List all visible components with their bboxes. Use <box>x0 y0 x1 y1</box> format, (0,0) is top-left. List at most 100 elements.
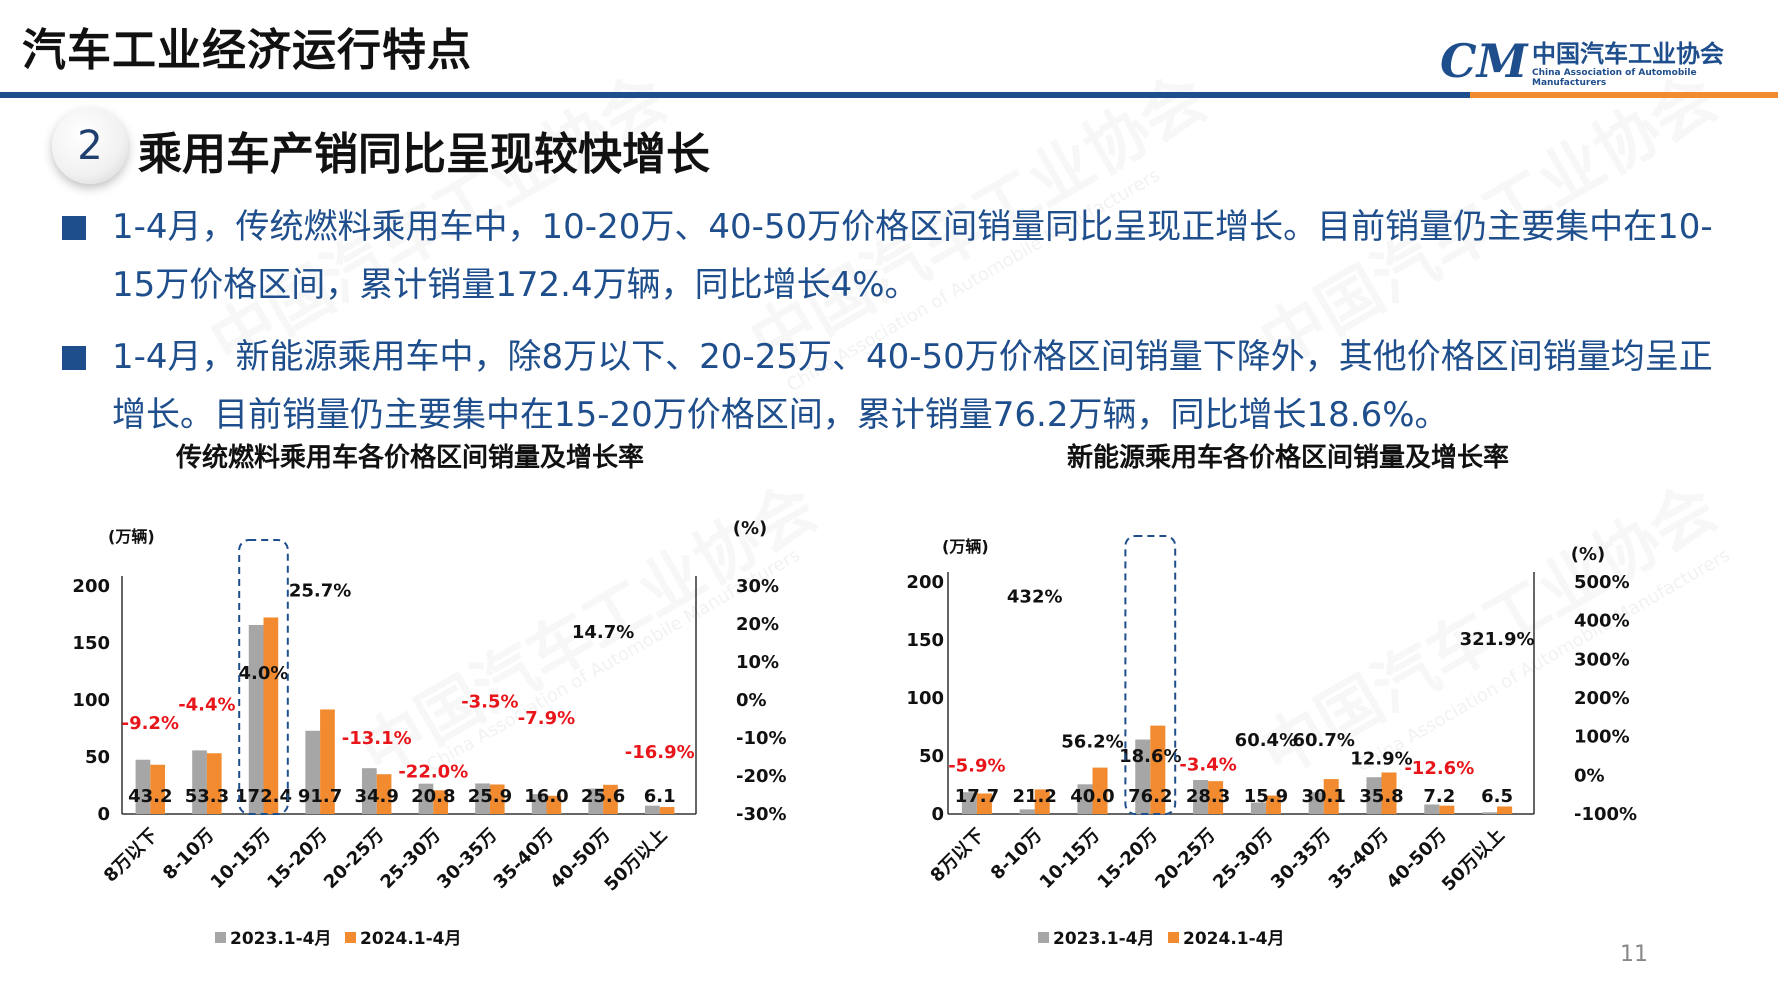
y-tick-label: 150 <box>906 630 944 651</box>
logo-name-en: China Association of Automobile Manufact… <box>1532 68 1697 88</box>
bar-2023 <box>1482 812 1498 814</box>
bullet-text: 1-4月，传统燃料乘用车中，10-20万、40-50万价格区间销量同比呈现正增长… <box>112 207 1713 305</box>
chart-title: 新能源乘用车各价格区间销量及增长率 <box>1067 442 1509 473</box>
x-tick-label: 25-30万 <box>1209 825 1277 893</box>
bar-value-label: 35.8 <box>1359 786 1403 807</box>
bar-2023 <box>1250 802 1266 814</box>
bar-2023 <box>1135 739 1151 814</box>
y2-tick-label: 0% <box>736 690 767 711</box>
y2-tick-label: 300% <box>1574 649 1630 670</box>
bar-2024 <box>263 617 279 814</box>
bar-2024 <box>1381 772 1397 814</box>
chart-traditional-fuel: 传统燃料乘用车各价格区间销量及增长率 (万辆) (%) 200 150 100 50 0 30%… <box>72 442 786 949</box>
bar-2024 <box>206 753 222 814</box>
x-tick-label: 10-15万 <box>207 825 275 893</box>
bar-value-label: 40.0 <box>1070 786 1114 807</box>
growth-rate-label: 432% <box>1007 586 1063 607</box>
growth-rate-label: 18.6% <box>1119 746 1181 767</box>
legend-swatch-2024 <box>1168 932 1179 943</box>
y2-tick-label: -20% <box>736 766 787 787</box>
y2-tick-label: 30% <box>736 576 779 597</box>
bar-value-label: 28.3 <box>1186 786 1230 807</box>
bar-2023 <box>135 759 151 814</box>
logo-mark: CM <box>1440 34 1528 88</box>
header-divider <box>0 92 1778 98</box>
legend-label-2024: 2024.1-4月 <box>360 929 462 949</box>
bar-2023 <box>361 768 377 814</box>
logo: CM 中国汽车工业协会 China Association of Automob… <box>1440 30 1770 88</box>
bar-2024 <box>1323 779 1339 814</box>
growth-rate-label: -3.4% <box>1179 755 1236 776</box>
y2-tick-label: 500% <box>1574 572 1630 593</box>
y2-tick-label: 20% <box>736 614 779 635</box>
bar-2023 <box>1193 780 1209 814</box>
y2-tick-label: 200% <box>1574 688 1630 709</box>
legend-swatch-2024 <box>345 932 356 943</box>
bar-2023 <box>475 783 490 814</box>
header-divider-accent <box>1470 92 1778 98</box>
x-tick-label: 8万以下 <box>100 825 162 887</box>
x-tick-label: 20-25万 <box>1151 825 1219 893</box>
x-tick-label: 15-20万 <box>263 825 331 893</box>
bar-value-label: 15.9 <box>1244 786 1288 807</box>
bar-2023 <box>192 750 207 814</box>
bar-value-label: 6.5 <box>1481 786 1513 807</box>
bar-2023 <box>1077 784 1093 814</box>
growth-rate-label: 60.4% <box>1235 730 1297 751</box>
x-tick-label: 15-20万 <box>1094 825 1162 893</box>
bar-value-label: 30.1 <box>1301 786 1345 807</box>
bar-2024 <box>433 790 449 814</box>
section-title: 乘用车产销同比呈现较快增长 <box>138 129 710 180</box>
highlight-box <box>238 539 289 815</box>
bar-2024 <box>1150 725 1166 814</box>
section-number: 2 <box>52 108 128 184</box>
x-tick-label: 25-30万 <box>377 825 445 893</box>
growth-rate-label: -13.1% <box>342 728 412 749</box>
growth-rate-label: -5.9% <box>948 756 1005 777</box>
bar-value-label: 53.3 <box>185 786 229 807</box>
y-tick-label: 100 <box>72 690 110 711</box>
x-tick-label: 10-15万 <box>1036 825 1104 893</box>
bar-value-label: 43.2 <box>128 786 172 807</box>
y-axis-unit: (万辆) <box>108 527 155 546</box>
bar-2024 <box>1265 795 1281 814</box>
bar-value-label: 172.4 <box>235 786 292 807</box>
bar-2024 <box>320 709 335 814</box>
bar-2023 <box>1366 777 1382 814</box>
x-tick-label: 50万以上 <box>1438 825 1509 896</box>
y-tick-label: 0 <box>931 804 944 825</box>
growth-rate-label: 56.2% <box>1061 732 1123 753</box>
y2-tick-label: 100% <box>1574 727 1630 748</box>
x-tick-label: 30-35万 <box>1267 825 1335 893</box>
x-tick-label: 35-40万 <box>1325 825 1393 893</box>
bar-2024 <box>603 784 618 814</box>
bar-value-label: 76.2 <box>1128 786 1172 807</box>
bar-value-label: 25.9 <box>468 786 512 807</box>
growth-rate-label: -22.0% <box>398 762 468 783</box>
growth-rate-label: -9.2% <box>122 713 179 734</box>
bar-2023 <box>418 783 434 814</box>
x-tick-label: 35-40万 <box>490 825 558 893</box>
plot-group: (万辆) (%) 200 150 100 50 0 30% 20% 10% 0% -10% -20% -3… <box>72 518 786 949</box>
growth-rate-label: 14.7% <box>572 622 634 643</box>
bar-2024 <box>489 784 505 814</box>
bar-2023 <box>588 788 604 814</box>
growth-rate-label: 60.7% <box>1292 730 1354 751</box>
x-tick-label: 8万以下 <box>927 825 989 887</box>
bar-2023 <box>961 792 977 814</box>
bar-2024 <box>1439 805 1455 814</box>
highlight-box <box>1124 535 1177 815</box>
y2-axis-unit: (%) <box>1571 544 1606 565</box>
legend-label-2023: 2023.1-4月 <box>1053 929 1155 949</box>
bar-value-label: 6.1 <box>644 786 676 807</box>
bar-value-label: 91.7 <box>298 786 342 807</box>
growth-rate-label: -3.5% <box>461 691 518 712</box>
y2-tick-label: 400% <box>1574 611 1630 632</box>
x-tick-label: 30-35万 <box>433 825 501 893</box>
bar-2024 <box>659 807 675 814</box>
bar-2024 <box>150 764 166 814</box>
y2-tick-label: 10% <box>736 652 779 673</box>
bar-2023 <box>248 624 264 814</box>
x-tick-label: 50万以上 <box>600 825 671 896</box>
y2-tick-label: -100% <box>1574 804 1637 825</box>
